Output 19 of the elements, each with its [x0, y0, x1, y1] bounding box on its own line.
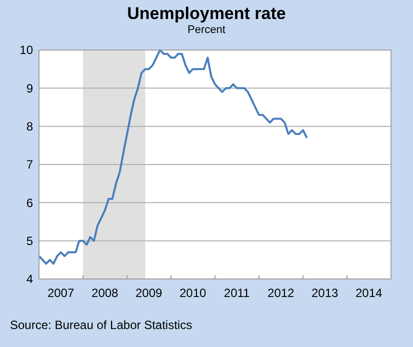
x-tick-label: 2013 — [312, 286, 339, 300]
y-tick-label: 5 — [26, 234, 34, 248]
y-tick-label: 6 — [26, 196, 34, 210]
chart-subtitle: Percent — [188, 24, 226, 36]
y-tick-label: 9 — [26, 81, 34, 96]
x-tick-label: 2012 — [268, 286, 295, 300]
y-tick-label: 8 — [26, 120, 34, 134]
x-tick-label: 2014 — [355, 286, 383, 300]
x-tick-label: 2008 — [92, 286, 119, 300]
chart-title: Unemployment rate — [127, 4, 286, 23]
y-tick-label: 4 — [26, 272, 34, 286]
x-tick-label: 2010 — [179, 286, 207, 300]
x-tick-label: 2007 — [47, 286, 74, 300]
x-tick-label: 2011 — [224, 286, 250, 300]
line-series — [38, 49, 308, 265]
source-note: Source: Bureau of Labor Statistics — [10, 318, 192, 332]
y-tick-label: 7 — [26, 158, 34, 172]
x-tick-label: 2009 — [136, 286, 163, 300]
y-tick-label: 10 — [20, 43, 34, 58]
